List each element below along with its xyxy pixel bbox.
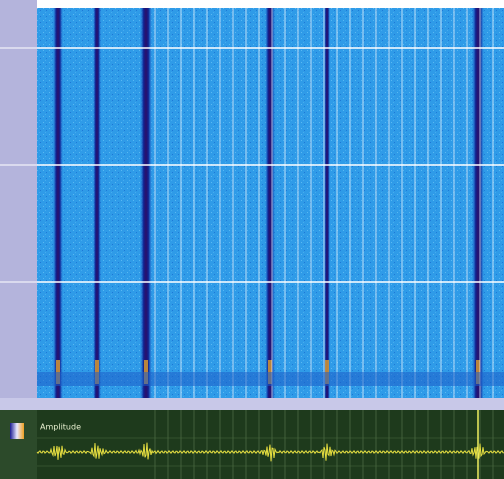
- streak: [53, 8, 63, 398]
- color-bar: [10, 423, 24, 439]
- panel-legend: [0, 410, 37, 479]
- streak: [472, 8, 484, 398]
- streak: [93, 8, 101, 398]
- freq-axis-gutter: [0, 0, 37, 410]
- low-band: [37, 372, 504, 386]
- streak: [265, 8, 275, 398]
- panel-label: Amplitude: [40, 423, 81, 432]
- top-margin: [37, 0, 504, 8]
- spectrogram-window: Amplitude: [0, 0, 504, 479]
- waveform-panel: [0, 410, 504, 479]
- time-ruler: [0, 398, 504, 410]
- page: Amplitude (() => { const data = JSON.par…: [0, 0, 504, 479]
- streak: [140, 8, 152, 398]
- streak: [324, 8, 330, 398]
